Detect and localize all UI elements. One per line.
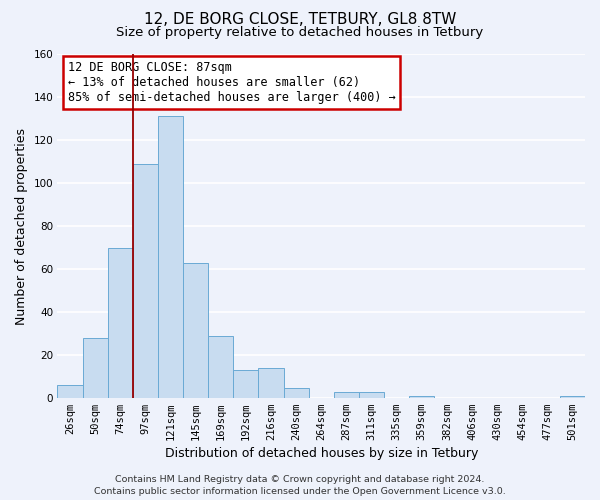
Bar	[158, 116, 183, 398]
Bar	[284, 388, 308, 398]
Bar	[409, 396, 434, 398]
Bar	[58, 386, 83, 398]
Bar	[183, 263, 208, 398]
Bar	[359, 392, 384, 398]
Bar	[334, 392, 359, 398]
Bar	[208, 336, 233, 398]
Text: Contains HM Land Registry data © Crown copyright and database right 2024.
Contai: Contains HM Land Registry data © Crown c…	[94, 474, 506, 496]
Y-axis label: Number of detached properties: Number of detached properties	[15, 128, 28, 324]
Bar	[560, 396, 585, 398]
Bar	[108, 248, 133, 398]
Bar	[83, 338, 108, 398]
Text: 12, DE BORG CLOSE, TETBURY, GL8 8TW: 12, DE BORG CLOSE, TETBURY, GL8 8TW	[144, 12, 456, 28]
Bar	[233, 370, 259, 398]
Bar	[133, 164, 158, 398]
X-axis label: Distribution of detached houses by size in Tetbury: Distribution of detached houses by size …	[164, 447, 478, 460]
Text: 12 DE BORG CLOSE: 87sqm
← 13% of detached houses are smaller (62)
85% of semi-de: 12 DE BORG CLOSE: 87sqm ← 13% of detache…	[68, 61, 396, 104]
Text: Size of property relative to detached houses in Tetbury: Size of property relative to detached ho…	[116, 26, 484, 39]
Bar	[259, 368, 284, 398]
